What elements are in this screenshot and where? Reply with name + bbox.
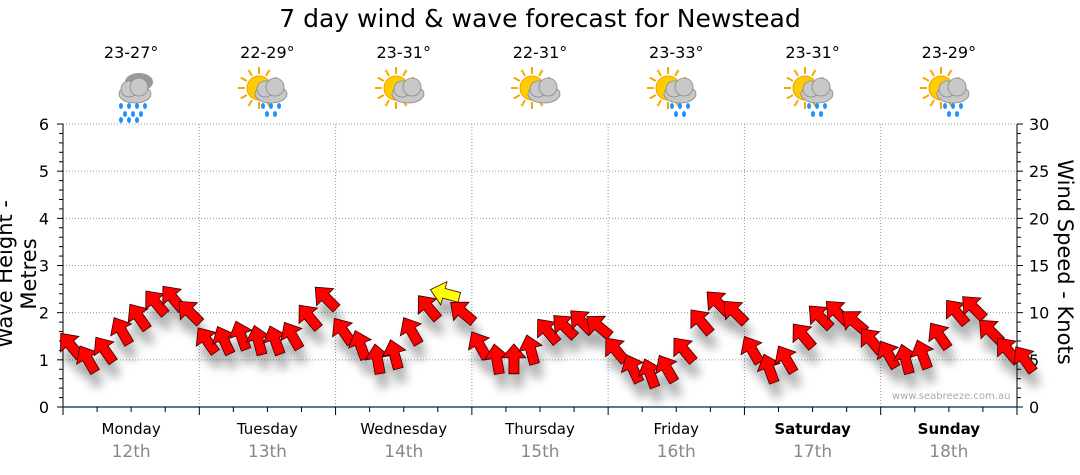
- day-label: Friday: [653, 420, 700, 438]
- day-label: Tuesday: [236, 420, 298, 438]
- wind-arrow: [399, 317, 424, 347]
- wind-arrow: [620, 354, 645, 385]
- wind-arrow: [364, 343, 391, 375]
- date-label: 18th: [929, 442, 969, 462]
- date-label: 12th: [111, 442, 151, 462]
- temperature-range: 23-31°: [376, 43, 431, 62]
- wind-arrow: [962, 296, 988, 322]
- wind-arrow: [110, 317, 134, 347]
- wind-arrow: [928, 322, 953, 352]
- y-tick-label: 6: [39, 115, 49, 134]
- wind-arrow: [756, 353, 782, 385]
- y-tick-label: 0: [39, 398, 49, 417]
- day-label: Thursday: [505, 420, 575, 438]
- wind-arrow: [876, 340, 901, 371]
- heavy-rain-icon: [101, 66, 161, 124]
- sun-cloud-rain-icon: [237, 66, 297, 124]
- y2-tick-label: 0: [1029, 398, 1039, 417]
- y2-tick-label: 30: [1029, 115, 1049, 134]
- wind-arrow: [429, 280, 462, 306]
- y-tick-label: 1: [39, 351, 49, 370]
- wind-arrow: [518, 334, 543, 366]
- date-label: 14th: [384, 442, 424, 462]
- day-label: Sunday: [917, 420, 981, 438]
- y-tick-label: 4: [39, 209, 49, 228]
- wind-arrow: [93, 336, 118, 366]
- date-label: 15th: [520, 442, 560, 462]
- wind-arrow: [450, 301, 478, 327]
- wind-arrow: [1013, 346, 1038, 375]
- temperature-range: 23-33°: [649, 43, 704, 62]
- day-label: Wednesday: [360, 420, 448, 438]
- temperature-range: 22-29°: [240, 43, 295, 62]
- wind-arrow: [792, 323, 817, 351]
- y2-tick-label: 10: [1029, 304, 1049, 323]
- wind-arrow: [178, 300, 205, 327]
- wind-arrow: [586, 315, 614, 341]
- wind-arrow: [723, 300, 750, 327]
- wind-arrow: [127, 303, 152, 333]
- wind-arrow: [655, 354, 680, 385]
- y-tick-label: 5: [39, 162, 49, 181]
- date-label: 17th: [793, 442, 833, 462]
- y2-tick-label: 20: [1029, 209, 1049, 228]
- sun-cloud-rain-icon: [919, 66, 979, 124]
- y-axis-label: Wave Height - Metres: [0, 200, 41, 348]
- temperature-range: 22-31°: [512, 43, 568, 62]
- sun-cloud-rain-icon: [783, 66, 843, 124]
- wind-arrow: [740, 336, 765, 366]
- wind-arrow: [280, 321, 305, 352]
- y-tick-label: 2: [39, 304, 49, 323]
- wind-arrow: [195, 327, 220, 356]
- wind-arrow: [910, 339, 935, 371]
- day-label: Monday: [101, 420, 161, 438]
- temperature-range: 23-29°: [921, 43, 977, 62]
- wind-arrow: [228, 320, 253, 352]
- chart-title: 7 day wind & wave forecast for Newstead: [279, 4, 801, 33]
- date-label: 13th: [247, 442, 287, 462]
- y2-tick-label: 5: [1029, 351, 1039, 370]
- y-tick-label: 3: [39, 257, 49, 276]
- date-label: 16th: [656, 442, 696, 462]
- sun-cloud-icon: [374, 66, 434, 124]
- temperature-range: 23-31°: [785, 43, 840, 62]
- wind-arrow: [673, 337, 698, 365]
- wind-arrow: [690, 309, 715, 337]
- sun-cloud-icon: [510, 66, 570, 124]
- y2-tick-label: 25: [1029, 162, 1049, 181]
- wind-arrow: [417, 295, 443, 323]
- wind-arrow: [314, 286, 341, 313]
- day-label: Saturday: [774, 420, 851, 438]
- wind-arrow: [774, 345, 799, 376]
- wind-arrow: [381, 339, 407, 371]
- y2-tick-label: 15: [1029, 257, 1049, 276]
- y2-axis-label: Wind Speed - Knots: [1053, 159, 1077, 365]
- wind-arrow: [298, 304, 323, 332]
- wind-arrow: [347, 330, 373, 362]
- credit-link[interactable]: www.seabreeze.com.au: [892, 391, 1011, 402]
- sun-cloud-rain-icon: [646, 66, 706, 124]
- temperature-range: 23-27°: [103, 43, 159, 62]
